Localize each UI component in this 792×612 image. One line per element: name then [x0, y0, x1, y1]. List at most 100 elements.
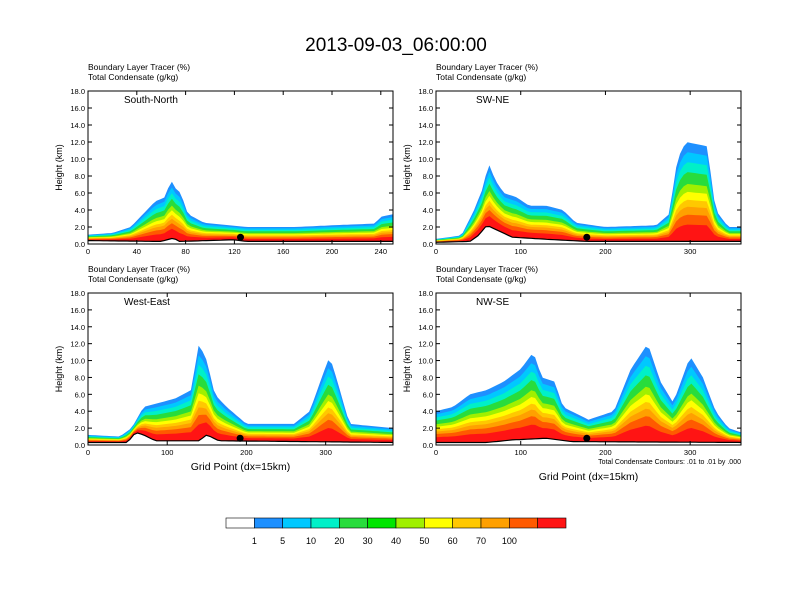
subtitle-condensate: Total Condensate (g/kg)	[436, 72, 526, 82]
tracer-band-9	[436, 424, 741, 443]
y-tick-label: 14.0	[418, 121, 433, 130]
plot-frame	[87, 90, 394, 245]
subtitle-condensate: Total Condensate (g/kg)	[88, 72, 178, 82]
x-tick-label: 0	[434, 448, 438, 457]
subtitle-tracer: Boundary Layer Tracer (%)	[436, 62, 538, 72]
colorbar-swatch	[282, 517, 312, 529]
panel-label: SW-NE	[476, 95, 509, 106]
x-tick-label: 80	[181, 247, 189, 256]
colorbar-swatch	[452, 517, 482, 529]
panel-sw-ne: 0.0 2.0 4.0 6.0 8.0 10.0 12.0 14.0 16.0 18.0 0 100 2…	[402, 62, 742, 256]
figure-title: 2013-09-03_06:00:00	[305, 35, 487, 56]
location-marker	[583, 233, 591, 241]
y-tick-label: 2.0	[75, 424, 85, 433]
tracer-band-9	[88, 228, 393, 242]
subtitle-condensate: Total Condensate (g/kg)	[436, 274, 526, 284]
y-tick-label: 4.0	[423, 407, 433, 416]
colorbar-swatch	[537, 517, 567, 529]
y-tick-label: 10.0	[70, 155, 85, 164]
panel-nw-se: 0.0 2.0 4.0 6.0 8.0 10.0 12.0 14.0 16.0 18.0 0 100 2…	[402, 264, 742, 483]
colorbar-swatch	[339, 517, 368, 529]
y-tick-label: 10.0	[418, 155, 433, 164]
colorbar-swatch	[225, 517, 255, 529]
x-tick-label: 100	[161, 448, 174, 457]
y-tick-label: 4.0	[75, 206, 85, 215]
plot-frame	[87, 292, 394, 446]
panel-label: NW-SE	[476, 297, 509, 308]
colorbar-label: 20	[334, 536, 344, 546]
x-axis-label: Grid Point (dx=15km)	[539, 471, 639, 483]
x-tick-label: 0	[86, 247, 90, 256]
tracer-band-9	[436, 216, 741, 243]
plot-frame	[435, 292, 742, 446]
subtitle-tracer: Boundary Layer Tracer (%)	[436, 264, 538, 274]
panel-label: South-North	[124, 95, 178, 106]
tracer-field	[88, 181, 393, 244]
y-tick-label: 14.0	[418, 323, 433, 332]
y-tick-label: 8.0	[423, 172, 433, 181]
colorbar-label: 10	[306, 536, 316, 546]
y-tick-label: 8.0	[423, 373, 433, 382]
subtitle-tracer: Boundary Layer Tracer (%)	[88, 62, 190, 72]
plot-frame	[435, 90, 742, 245]
y-tick-label: 2.0	[423, 424, 433, 433]
y-tick-label: 16.0	[70, 306, 85, 315]
y-tick-label: 0.0	[75, 441, 85, 450]
y-tick-label: 0.0	[423, 240, 433, 249]
y-tick-label: 0.0	[423, 441, 433, 450]
panels: 0.0 2.0 4.0 6.0 8.0 10.0 12.0 14.0 16.0 18.0 0 40 80…	[54, 62, 742, 483]
y-tick-label: 16.0	[418, 104, 433, 113]
x-tick-label: 160	[277, 247, 290, 256]
x-axis-label: Grid Point (dx=15km)	[191, 461, 291, 473]
x-tick-label: 200	[599, 247, 612, 256]
x-tick-label: 300	[684, 448, 697, 457]
x-tick-label: 0	[434, 247, 438, 256]
y-tick-label: 8.0	[75, 172, 85, 181]
colorbar-label: 5	[280, 536, 285, 546]
colorbar-label: 70	[476, 536, 486, 546]
y-tick-label: 18.0	[70, 87, 85, 96]
x-tick-label: 300	[684, 247, 697, 256]
tracer-field	[88, 345, 393, 445]
colorbar-label: 100	[502, 536, 517, 546]
tracer-band-9	[88, 422, 393, 443]
y-tick-label: 2.0	[75, 223, 85, 232]
x-tick-label: 200	[240, 448, 253, 457]
subtitle-tracer: Boundary Layer Tracer (%)	[88, 264, 190, 274]
colorbar-label: 40	[391, 536, 401, 546]
x-tick-label: 0	[86, 448, 90, 457]
location-marker	[583, 434, 591, 442]
panel-south-north: 0.0 2.0 4.0 6.0 8.0 10.0 12.0 14.0 16.0 18.0 0 40 80…	[54, 62, 394, 256]
colorbar-swatch	[395, 517, 425, 529]
y-tick-label: 2.0	[423, 223, 433, 232]
colorbar-swatch	[367, 517, 397, 529]
y-tick-label: 12.0	[70, 138, 85, 147]
y-tick-label: 12.0	[418, 138, 433, 147]
subtitle-condensate: Total Condensate (g/kg)	[88, 274, 178, 284]
tracer-field	[436, 142, 741, 244]
tracer-field	[436, 346, 741, 445]
y-tick-label: 18.0	[70, 289, 85, 298]
terrain	[88, 238, 393, 244]
panel-label: West-East	[124, 297, 170, 308]
colorbar-label: 30	[363, 536, 373, 546]
colorbar-swatch	[509, 517, 538, 529]
x-tick-label: 120	[228, 247, 241, 256]
contour-annotation: Total Condensate Contours: .01 to .01 by…	[598, 459, 741, 466]
x-tick-label: 100	[514, 448, 527, 457]
y-tick-label: 4.0	[75, 407, 85, 416]
y-tick-label: 14.0	[70, 121, 85, 130]
location-marker	[236, 434, 244, 442]
colorbar-label: 50	[419, 536, 429, 546]
colorbar-swatch	[424, 517, 453, 529]
y-tick-label: 18.0	[418, 87, 433, 96]
colorbar: 1 5 10 20 30 40 50 60 70 100	[225, 517, 567, 546]
panel-west-east: 0.0 2.0 4.0 6.0 8.0 10.0 12.0 14.0 16.0 18.0 0 100 2…	[54, 264, 394, 473]
y-tick-label: 12.0	[418, 340, 433, 349]
y-axis-label: Height (km)	[54, 346, 64, 393]
y-tick-label: 8.0	[75, 373, 85, 382]
y-tick-label: 16.0	[70, 104, 85, 113]
colorbar-swatch	[310, 517, 340, 529]
x-tick-label: 200	[326, 247, 339, 256]
